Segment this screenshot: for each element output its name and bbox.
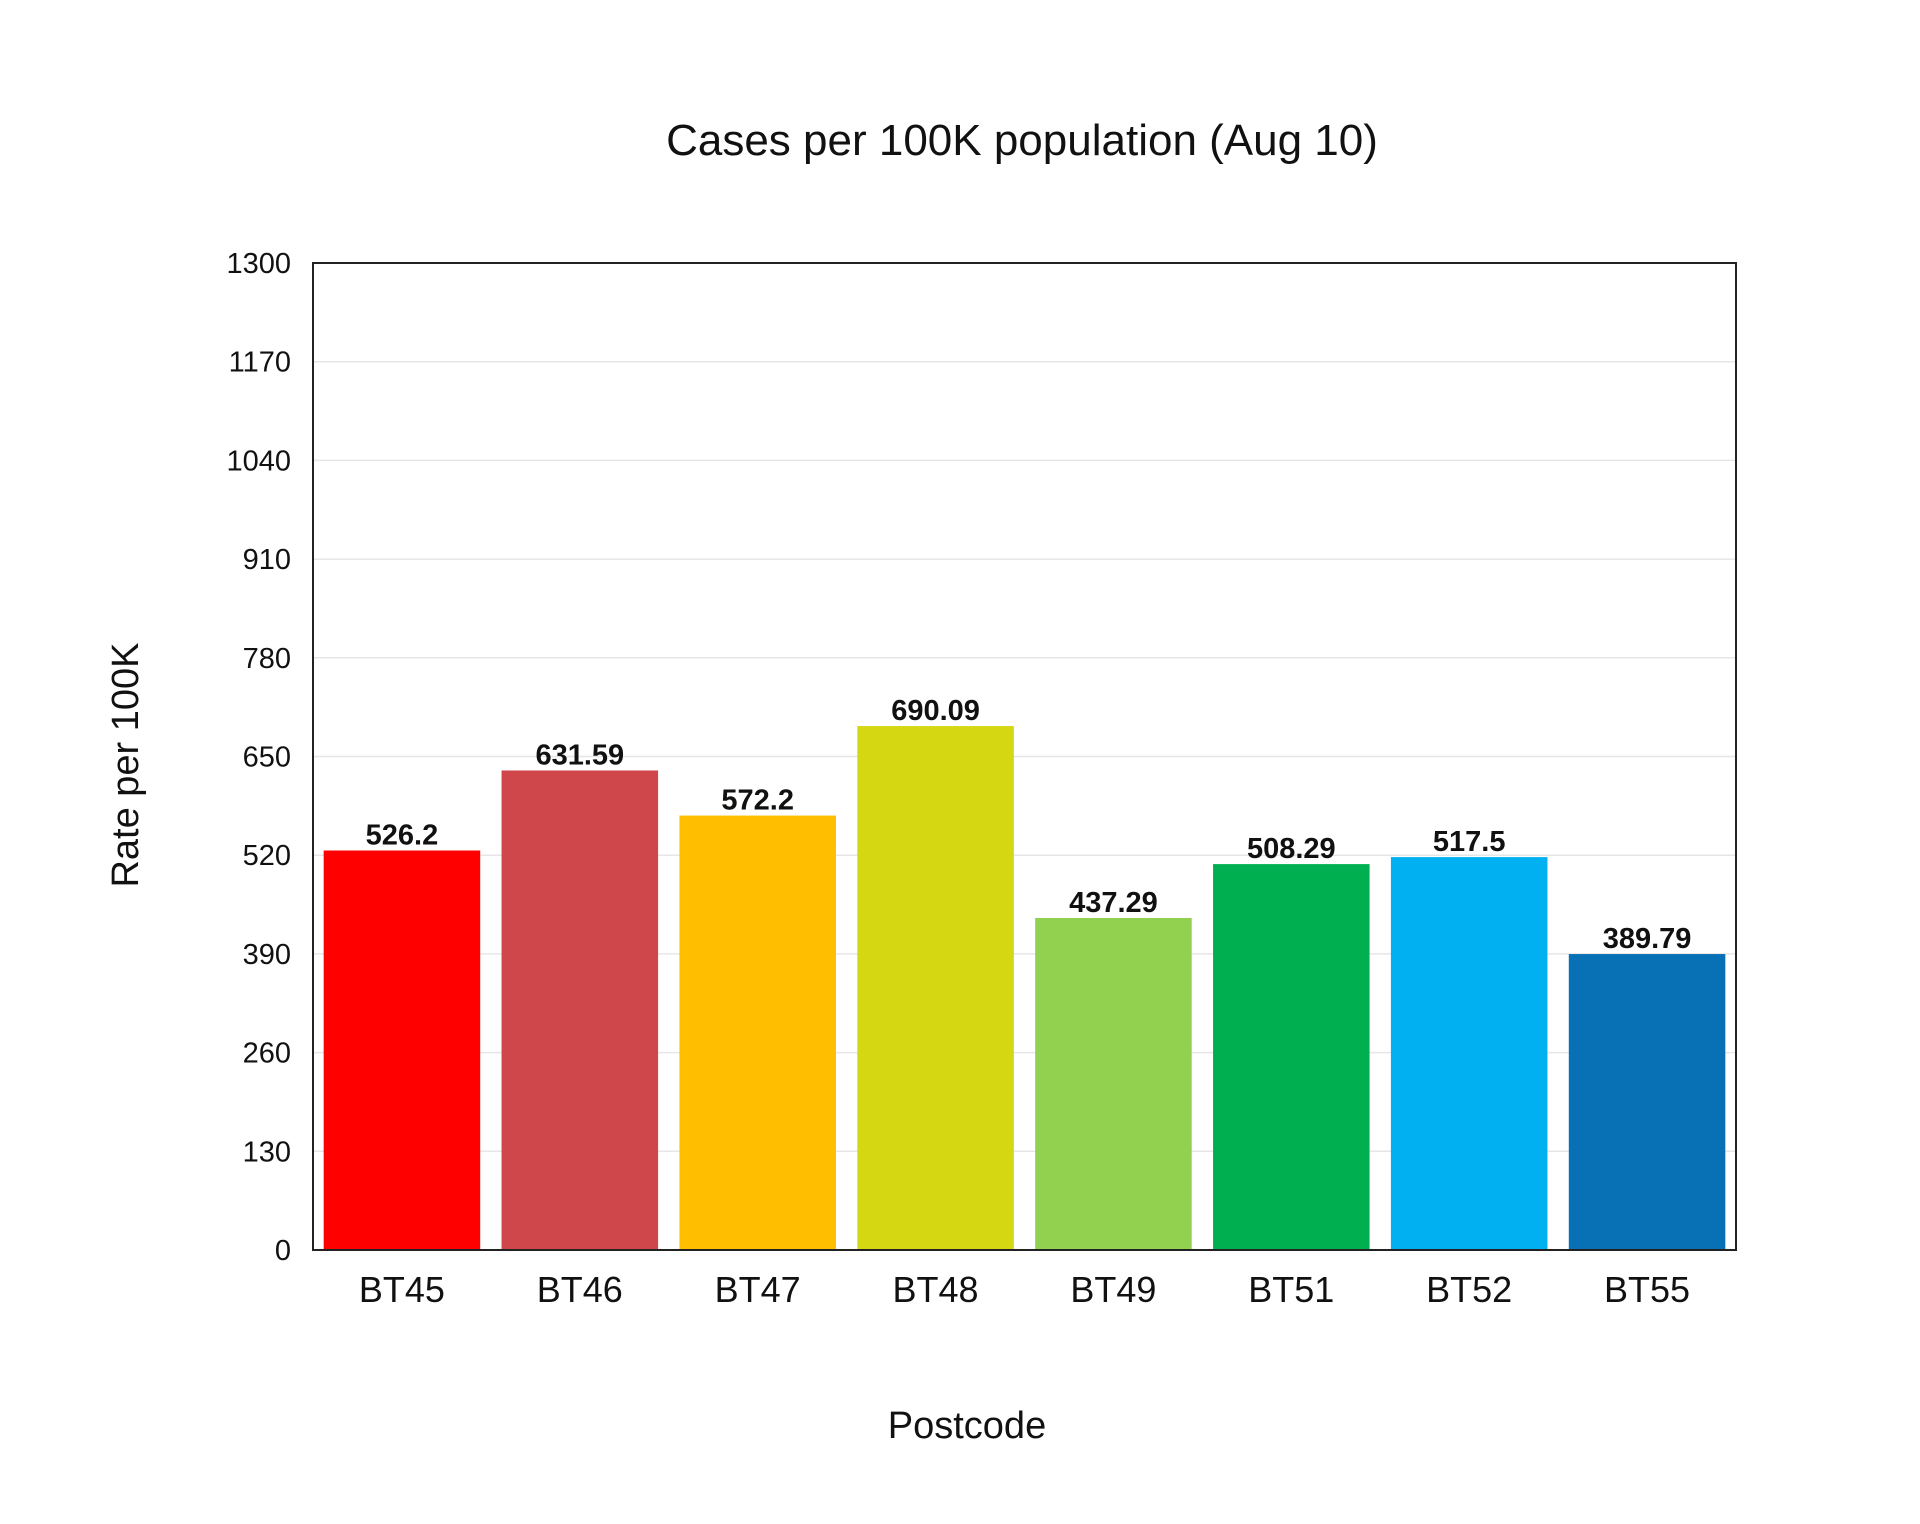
bar-bt45	[323, 850, 481, 1250]
data-label-bt51: 508.29	[1247, 833, 1336, 865]
y-tick-label: 260	[243, 1038, 291, 1070]
y-tick-label: 780	[243, 643, 291, 675]
y-tick-label: 1170	[229, 347, 291, 379]
y-axis-title: Rate per 100K	[105, 642, 147, 887]
plot-frame	[312, 262, 1737, 1251]
data-label-bt45: 526.2	[366, 819, 439, 851]
bar-bt51	[1213, 864, 1370, 1250]
x-tick-label-bt55: BT55	[1604, 1269, 1690, 1310]
y-tick-labels: 0 130 260 390 520 650 780 910 1040 1170 1300	[226, 248, 291, 1267]
data-label-bt47: 572.2	[721, 785, 794, 817]
y-tick-label: 1300	[226, 248, 291, 280]
bar-bt48	[857, 726, 1014, 1250]
x-tick-label-bt46: BT46	[537, 1269, 623, 1310]
bars	[323, 726, 1726, 1250]
x-tick-label-bt45: BT45	[359, 1269, 445, 1310]
bar-bt55	[1568, 954, 1726, 1250]
data-label-bt49: 437.29	[1069, 887, 1158, 919]
y-tick-label: 0	[275, 1235, 291, 1267]
x-tick-label-bt48: BT48	[893, 1269, 979, 1310]
bar-bt52	[1390, 857, 1548, 1250]
y-tick-label: 1040	[226, 445, 291, 477]
x-tick-label-bt51: BT51	[1248, 1269, 1334, 1310]
x-tick-label-bt49: BT49	[1070, 1269, 1156, 1310]
y-tick-label: 910	[243, 544, 291, 576]
x-tick-label-bt47: BT47	[715, 1269, 801, 1310]
bar-bt49	[1035, 917, 1192, 1250]
data-label-bt48: 690.09	[891, 695, 980, 727]
data-label-bt46: 631.59	[535, 739, 624, 771]
bar-bt47	[679, 815, 836, 1250]
x-tick-label-bt52: BT52	[1426, 1269, 1512, 1310]
chart-title: Cases per 100K population (Aug 10)	[666, 116, 1378, 165]
x-axis-title: Postcode	[888, 1405, 1046, 1447]
y-tick-label: 650	[243, 742, 291, 774]
data-label-bt55: 389.79	[1603, 923, 1692, 955]
bar-bt46	[501, 770, 659, 1250]
y-tick-label: 520	[243, 840, 291, 872]
x-tick-labels: BT45 BT46 BT47 BT48 BT49 BT51 BT52 BT55	[359, 1269, 1690, 1310]
data-labels: 526.2 631.59 572.2 690.09 437.29 508.29 517.5 3…	[366, 695, 1692, 955]
data-label-bt52: 517.5	[1433, 826, 1506, 858]
y-tick-label: 390	[243, 939, 291, 971]
y-tick-label: 130	[243, 1136, 291, 1168]
